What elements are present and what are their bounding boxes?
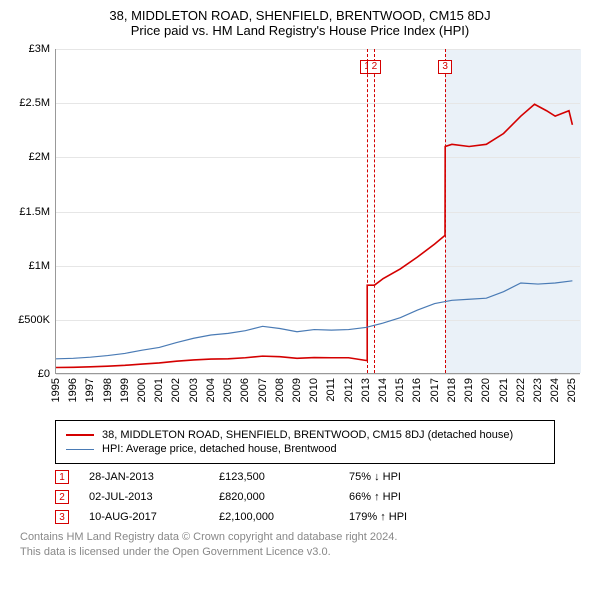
transaction-price: £123,500: [219, 471, 349, 483]
x-axis-label: 2021: [498, 378, 510, 402]
transaction-table: 1 28-JAN-2013£123,50075% ↓ HPI 2 02-JUL-201…: [55, 470, 590, 524]
transaction-date: 02-JUL-2013: [89, 491, 219, 503]
x-axis-label: 2024: [549, 378, 561, 402]
series-price_paid: [56, 104, 572, 367]
x-axis-label: 2005: [222, 378, 234, 402]
transaction-marker: 1: [55, 470, 69, 484]
x-axis-label: 2025: [566, 378, 578, 402]
y-axis-label: £1M: [10, 260, 50, 272]
legend: 38, MIDDLETON ROAD, SHENFIELD, BRENTWOOD…: [55, 420, 555, 464]
x-axis-label: 1999: [119, 378, 131, 402]
chart-title: 38, MIDDLETON ROAD, SHENFIELD, BRENTWOOD…: [10, 8, 590, 23]
footer: Contains HM Land Registry data © Crown c…: [20, 530, 590, 560]
x-axis-label: 2007: [257, 378, 269, 402]
y-axis-label: £500K: [10, 314, 50, 326]
x-axis-label: 2004: [205, 378, 217, 402]
x-axis-label: 2014: [377, 378, 389, 402]
x-axis-label: 2008: [274, 378, 286, 402]
transaction-row: 1 28-JAN-2013£123,50075% ↓ HPI: [55, 470, 590, 484]
chart-lines: [56, 49, 581, 374]
x-axis-label: 2022: [515, 378, 527, 402]
x-axis-label: 2011: [325, 378, 337, 402]
callout-marker: 3: [438, 60, 452, 74]
legend-item: 38, MIDDLETON ROAD, SHENFIELD, BRENTWOOD…: [66, 429, 544, 441]
y-axis-label: £1.5M: [10, 206, 50, 218]
y-axis-label: £3M: [10, 43, 50, 55]
transaction-marker: 2: [55, 490, 69, 504]
x-axis-label: 2020: [480, 378, 492, 402]
plot-area: 123: [55, 49, 580, 374]
x-axis-label: 2006: [239, 378, 251, 402]
y-axis-label: £0: [10, 368, 50, 380]
transaction-price: £820,000: [219, 491, 349, 503]
x-axis-label: 2001: [153, 378, 165, 402]
footer-line-1: Contains HM Land Registry data © Crown c…: [20, 530, 590, 545]
x-axis-label: 2023: [532, 378, 544, 402]
x-axis-label: 2010: [308, 378, 320, 402]
x-axis-label: 2000: [136, 378, 148, 402]
legend-swatch: [66, 449, 94, 450]
transaction-row: 3 10-AUG-2017£2,100,000179% ↑ HPI: [55, 510, 590, 524]
transaction-date: 10-AUG-2017: [89, 511, 219, 523]
series-hpi: [56, 281, 572, 359]
transaction-marker: 3: [55, 510, 69, 524]
legend-item: HPI: Average price, detached house, Bren…: [66, 443, 544, 455]
x-axis-label: 2009: [291, 378, 303, 402]
x-axis-label: 2015: [394, 378, 406, 402]
x-axis-label: 2018: [446, 378, 458, 402]
callout-marker: 2: [367, 60, 381, 74]
chart: 123 £0£500K£1M£1.5M£2M£2.5M£3M1995199619…: [10, 44, 590, 414]
gridline: [56, 374, 580, 375]
x-axis-label: 2012: [343, 378, 355, 402]
chart-subtitle: Price paid vs. HM Land Registry's House …: [10, 23, 590, 38]
footer-line-2: This data is licensed under the Open Gov…: [20, 545, 590, 560]
x-axis-label: 2002: [170, 378, 182, 402]
x-axis-label: 1997: [84, 378, 96, 402]
transaction-change: 75% ↓ HPI: [349, 471, 489, 483]
x-axis-label: 2016: [411, 378, 423, 402]
x-axis-label: 1995: [50, 378, 62, 402]
transaction-price: £2,100,000: [219, 511, 349, 523]
y-axis-label: £2.5M: [10, 97, 50, 109]
x-axis-label: 2003: [188, 378, 200, 402]
transaction-date: 28-JAN-2013: [89, 471, 219, 483]
transaction-change: 179% ↑ HPI: [349, 511, 489, 523]
legend-label: 38, MIDDLETON ROAD, SHENFIELD, BRENTWOOD…: [102, 429, 513, 441]
transaction-change: 66% ↑ HPI: [349, 491, 489, 503]
x-axis-label: 2013: [360, 378, 372, 402]
x-axis-label: 2017: [429, 378, 441, 402]
y-axis-label: £2M: [10, 151, 50, 163]
x-axis-label: 2019: [463, 378, 475, 402]
x-axis-label: 1998: [102, 378, 114, 402]
legend-label: HPI: Average price, detached house, Bren…: [102, 443, 337, 455]
transaction-row: 2 02-JUL-2013£820,00066% ↑ HPI: [55, 490, 590, 504]
legend-swatch: [66, 434, 94, 436]
x-axis-label: 1996: [67, 378, 79, 402]
